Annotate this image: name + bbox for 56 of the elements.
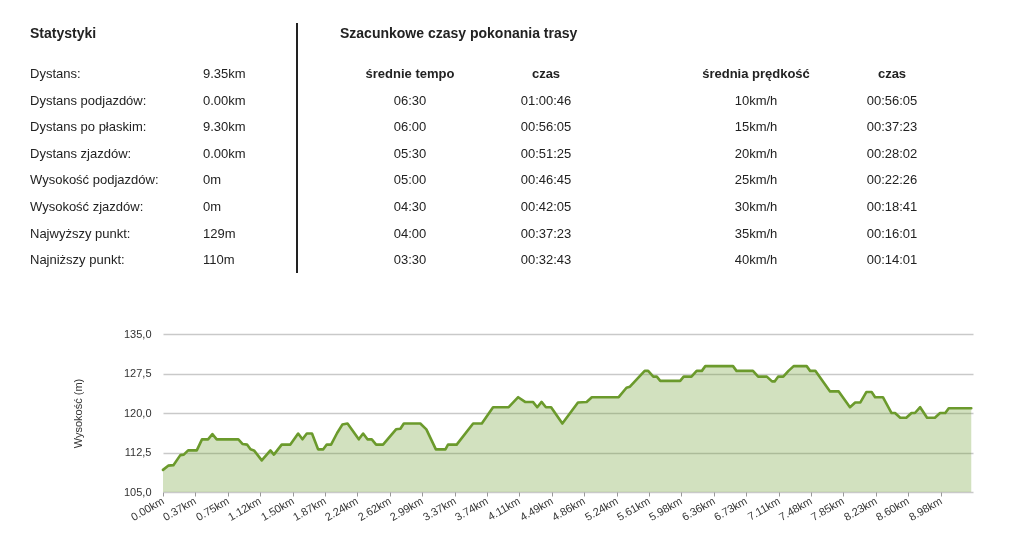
text: 03:30: [393, 252, 427, 269]
text: Dystans po płaskim:: [30, 119, 147, 136]
text: 00:37:23: [520, 225, 572, 242]
text: czas: [877, 66, 907, 82]
text: średnia prędkość: [702, 66, 810, 82]
text: 00:28:02: [866, 145, 918, 162]
text: Najniższy punkt:: [30, 252, 125, 269]
text: średnie tempo: [365, 66, 455, 82]
text: 0m: [203, 199, 222, 215]
y-tick-label: 105,0: [123, 485, 152, 498]
text: 30km/h: [734, 199, 778, 215]
text: 00:46:45: [520, 172, 572, 189]
text: 25km/h: [734, 172, 778, 189]
text: 00:56:05: [520, 119, 572, 136]
text: czas: [531, 66, 561, 82]
text: 20km/h: [734, 145, 778, 162]
text: 9.30km: [203, 119, 246, 136]
text: 04:00: [393, 225, 427, 242]
text: 35km/h: [734, 225, 778, 242]
text: 00:14:01: [866, 252, 918, 269]
text: Wysokość zjazdów:: [30, 199, 144, 215]
text: 9.35km: [203, 66, 246, 82]
text: Szacunkowe czasy pokonania trasy: [340, 25, 578, 41]
text: 04:30: [393, 199, 427, 215]
text: 0.00km: [203, 92, 246, 109]
y-tick-label: 120,0: [123, 406, 152, 419]
text: 05:30: [393, 145, 427, 162]
y-axis-title: Wysokość (m): [71, 378, 84, 449]
text: 06:00: [393, 119, 427, 136]
text: 00:56:05: [866, 92, 918, 109]
text: 0.00km: [203, 145, 246, 162]
text: 40km/h: [734, 252, 778, 269]
text: 0m: [203, 172, 222, 189]
text: 110m: [203, 252, 235, 269]
text: 00:51:25: [520, 145, 572, 162]
text: 00:18:41: [866, 199, 918, 215]
text: 15km/h: [734, 119, 778, 136]
text: 00:37:23: [866, 119, 918, 136]
text: Dystans:: [30, 66, 81, 82]
text: 00:16:01: [866, 225, 918, 242]
text: Najwyższy punkt:: [30, 225, 131, 242]
y-tick-label: 127,5: [123, 367, 152, 379]
text: 129m: [203, 225, 236, 242]
y-tick-label: 112,5: [124, 446, 152, 458]
text: 00:22:26: [866, 172, 918, 189]
text: 01:00:46: [520, 92, 572, 109]
text: 06:30: [393, 92, 427, 109]
text: 00:32:43: [520, 252, 572, 269]
text: 05:00: [393, 172, 427, 189]
text: Statystyki: [30, 25, 97, 41]
text: Wysokość podjazdów:: [30, 172, 159, 189]
text: 00:42:05: [520, 199, 572, 215]
text: Dystans zjazdów:: [30, 145, 132, 162]
text: Dystans podjazdów:: [30, 92, 147, 109]
y-tick-label: 135,0: [123, 327, 152, 340]
text: 10km/h: [734, 92, 778, 109]
